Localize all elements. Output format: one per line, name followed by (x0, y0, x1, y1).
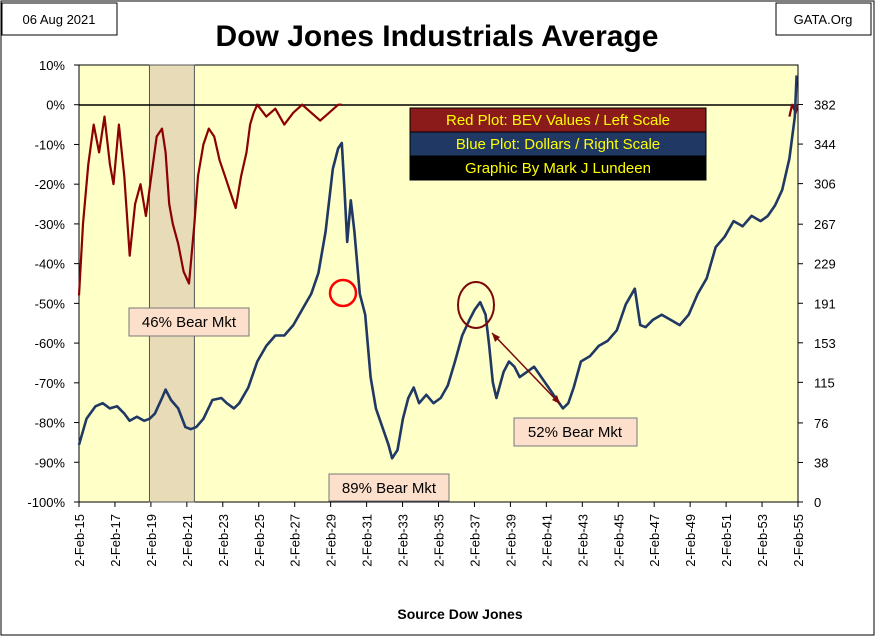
x-tick-label: 2-Feb-35 (432, 514, 447, 567)
right-tick-label: 38 (814, 455, 828, 470)
x-tick-label: 2-Feb-15 (72, 514, 87, 567)
x-axis-ticks: 2-Feb-15 2-Feb-17 2-Feb-19 2-Feb-21 2-Feb-23… (72, 502, 806, 567)
left-tick-label: -60% (35, 336, 66, 351)
left-tick-label: -10% (35, 137, 66, 152)
left-axis-ticks: 10% 0% -10% -20% -30% -40% -50% -60% -70% -80% -90… (27, 58, 79, 510)
left-tick-label: -90% (35, 455, 66, 470)
source-badge (775, 2, 872, 36)
date-badge (1, 2, 118, 36)
bev-red-series-line (77, 103, 342, 296)
x-tick-label: 2-Feb-25 (252, 514, 267, 567)
annotation-box (328, 473, 450, 502)
x-tick-label: 2-Feb-37 (467, 514, 482, 567)
right-tick-label: 229 (814, 257, 836, 272)
annotation-box (128, 307, 250, 337)
annotation-89-bear: 89% Bear Mkt (328, 473, 450, 502)
legend: Red Plot: BEV Values / Left Scale Blue Pl… (409, 107, 707, 181)
annotation-label: 52% Bear Mkt (528, 424, 623, 441)
series-layer (77, 75, 799, 460)
dow-blue-series-line (77, 75, 798, 460)
annotation-label: 46% Bear Mkt (142, 314, 237, 331)
legend-entry-label: Blue Plot: Dollars / Right Scale (456, 136, 660, 153)
right-tick-label: 382 (814, 98, 836, 113)
right-tick-label: 344 (814, 137, 836, 152)
shaded-bear-region (148, 64, 195, 503)
source-badge-label: GATA.Org (794, 12, 853, 27)
x-tick-label: 2-Feb-45 (611, 514, 626, 567)
legend-entry-label: Red Plot: BEV Values / Left Scale (446, 112, 670, 129)
left-tick-label: 10% (39, 58, 65, 73)
annotation-box (513, 417, 638, 447)
x-tick-label: 2-Feb-33 (396, 514, 411, 567)
right-tick-label: 0 (814, 495, 821, 510)
annotation-46-bear: 46% Bear Mkt (128, 307, 250, 337)
legend-entry-label: Graphic By Mark J Lundeen (465, 160, 651, 177)
x-tick-label: 2-Feb-49 (683, 514, 698, 567)
right-tick-label: 153 (814, 336, 836, 351)
x-tick-label: 2-Feb-31 (360, 514, 375, 567)
x-tick-label: 2-Feb-55 (791, 514, 806, 567)
x-tick-label: 2-Feb-53 (755, 514, 770, 567)
decline-arrow (491, 332, 561, 405)
source-footer: Source Dow Jones (397, 606, 522, 622)
chart-title: Dow Jones Industrials Average (216, 20, 659, 53)
x-tick-label: 2-Feb-51 (719, 514, 734, 567)
peak-1937-circle (457, 281, 495, 329)
right-tick-label: 191 (814, 296, 836, 311)
x-tick-label: 2-Feb-41 (539, 514, 554, 567)
left-tick-label: -40% (35, 257, 66, 272)
peak-1929-circle (328, 278, 358, 308)
x-tick-label: 2-Feb-19 (144, 514, 159, 567)
left-tick-label: 0% (46, 98, 65, 113)
annotation-label: 89% Bear Mkt (342, 480, 437, 497)
annotation-52-bear: 52% Bear Mkt (513, 417, 638, 447)
x-tick-label: 2-Feb-43 (575, 514, 590, 567)
left-tick-label: -20% (35, 177, 66, 192)
x-tick-label: 2-Feb-17 (108, 514, 123, 567)
left-tick-label: -80% (35, 416, 66, 431)
right-axis-ticks: 382 344 306 267 229 191 153 115 76 38 0 (798, 98, 836, 510)
x-tick-label: 2-Feb-47 (647, 514, 662, 567)
right-tick-label: 267 (814, 217, 836, 232)
left-tick-label: -30% (35, 217, 66, 232)
x-tick-label: 2-Feb-29 (324, 514, 339, 567)
right-tick-label: 115 (814, 375, 835, 390)
date-label: 06 Aug 2021 (22, 12, 95, 27)
left-tick-label: -100% (27, 495, 65, 510)
legend-entry-box (409, 107, 707, 133)
legend-entry-box (409, 155, 707, 181)
x-tick-label: 2-Feb-21 (180, 514, 195, 567)
left-tick-label: -50% (35, 296, 66, 311)
x-tick-label: 2-Feb-39 (503, 514, 518, 567)
left-tick-label: -70% (35, 376, 66, 391)
right-tick-label: 306 (814, 177, 836, 192)
right-tick-label: 76 (814, 416, 828, 431)
x-tick-label: 2-Feb-27 (288, 514, 303, 567)
x-tick-label: 2-Feb-23 (216, 514, 231, 567)
